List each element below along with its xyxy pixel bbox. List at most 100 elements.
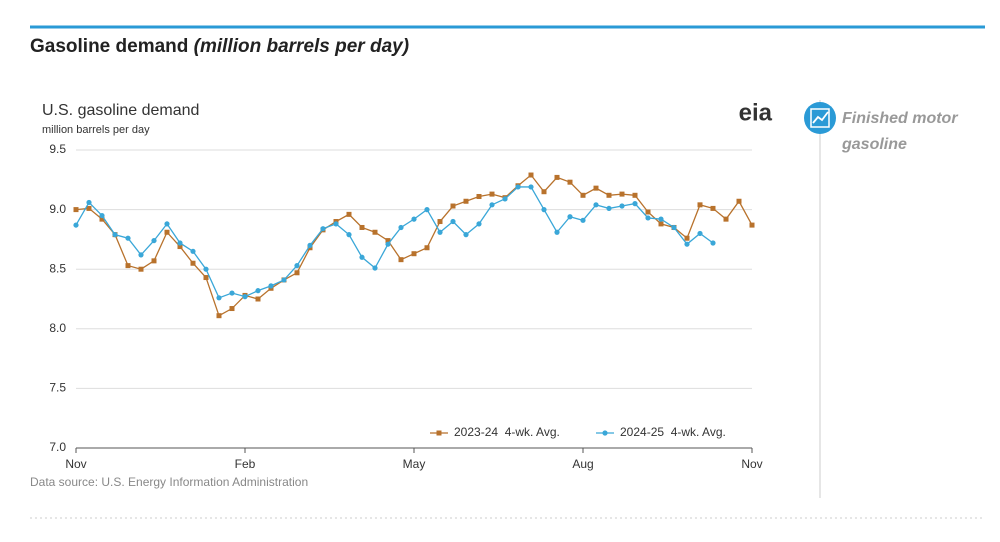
data-point [86,205,92,211]
data-point [658,221,664,227]
legend-marker [436,430,442,436]
data-point [229,306,235,312]
data-point [411,216,417,222]
page-title: Gasoline demand (million barrels per day… [30,36,409,57]
data-point [697,230,703,237]
data-point [216,295,222,301]
data-point [164,221,170,227]
data-point [125,235,131,241]
data-point [411,251,417,257]
series-line [75,174,753,317]
data-point [749,222,755,228]
data-point [320,226,326,232]
y-tick-label: 8.5 [49,261,66,275]
x-tick-label: Nov [741,457,762,471]
icon-frame [810,108,830,128]
data-point [567,179,573,185]
data-point [723,216,729,222]
x-tick-label: Aug [572,457,593,471]
data-point [346,211,352,217]
data-point [359,254,365,260]
data-point [86,199,92,206]
data-point [216,313,222,319]
data-point [385,241,391,247]
y-tick-label: 9.0 [49,202,66,216]
data-point [138,266,144,272]
data-point [606,192,612,198]
source: Data source: U.S. Energy Information Adm… [30,475,308,489]
data-point [476,193,482,199]
data-point [593,202,599,208]
data-point [528,172,534,178]
data-point [385,238,391,244]
legend-marker [602,430,608,436]
data-point [671,224,677,231]
data-point [697,202,703,208]
y-tick-label: 7.0 [49,440,66,454]
data-point [684,235,690,241]
data-point [138,252,144,258]
data-point [554,229,560,235]
data-point [268,283,274,289]
data-point [541,189,547,195]
sidebar-label[interactable]: gasoline [841,136,907,153]
chart-subtitle: million barrels per day [42,124,150,136]
data-point [99,216,105,222]
data-point [346,232,352,238]
data-point [658,216,664,222]
data-point [528,184,534,190]
data-point [125,263,131,269]
data-point [372,265,378,271]
data-point [580,192,586,198]
data-point [580,217,586,223]
data-point [619,203,625,209]
sidebar-label[interactable]: Finished motor [842,110,958,127]
data-point [645,215,651,221]
data-point [424,207,430,213]
data-point [437,229,443,235]
x-tick-label: May [403,457,426,471]
plot: 7.0 7.5 8.0 8.5 9.0 9.5 Nov Feb May Aug Nov 2023-24… [49,142,762,471]
data-point [437,219,443,225]
data-point [99,212,105,219]
data-point [684,241,690,247]
data-point [567,214,573,220]
data-point [73,207,79,213]
data-point [333,221,339,227]
data-point [372,229,378,235]
data-point [489,202,495,208]
data-point [255,288,261,294]
data-point [190,248,196,254]
data-point [554,174,560,180]
data-point [307,242,313,248]
data-point [190,260,196,266]
data-point [515,184,521,190]
legend-label: 2023-24 4-wk. Avg. [454,425,560,439]
data-point [242,294,248,300]
data-point [73,222,79,228]
data-point [593,185,599,191]
logo: eia [739,99,773,126]
data-point [619,191,625,197]
data-point [177,244,183,250]
data-point [359,224,365,230]
data-point [502,196,508,202]
data-point [736,198,742,204]
data-point [606,205,612,212]
data-point [294,270,300,276]
data-point [203,275,209,281]
data-point [476,221,482,227]
icon-line [812,111,829,124]
data-point [645,209,651,215]
data-point [710,205,716,211]
data-point [281,277,287,283]
x-tick-label: Nov [65,457,86,471]
data-point [632,201,638,207]
x-tick-label: Feb [235,457,256,471]
data-point [541,207,547,213]
data-point [151,237,157,244]
data-point [450,218,456,225]
y-tick-label: 9.5 [49,142,66,156]
chart-title: U.S. gasoline demand [42,102,199,119]
data-point [463,232,469,238]
